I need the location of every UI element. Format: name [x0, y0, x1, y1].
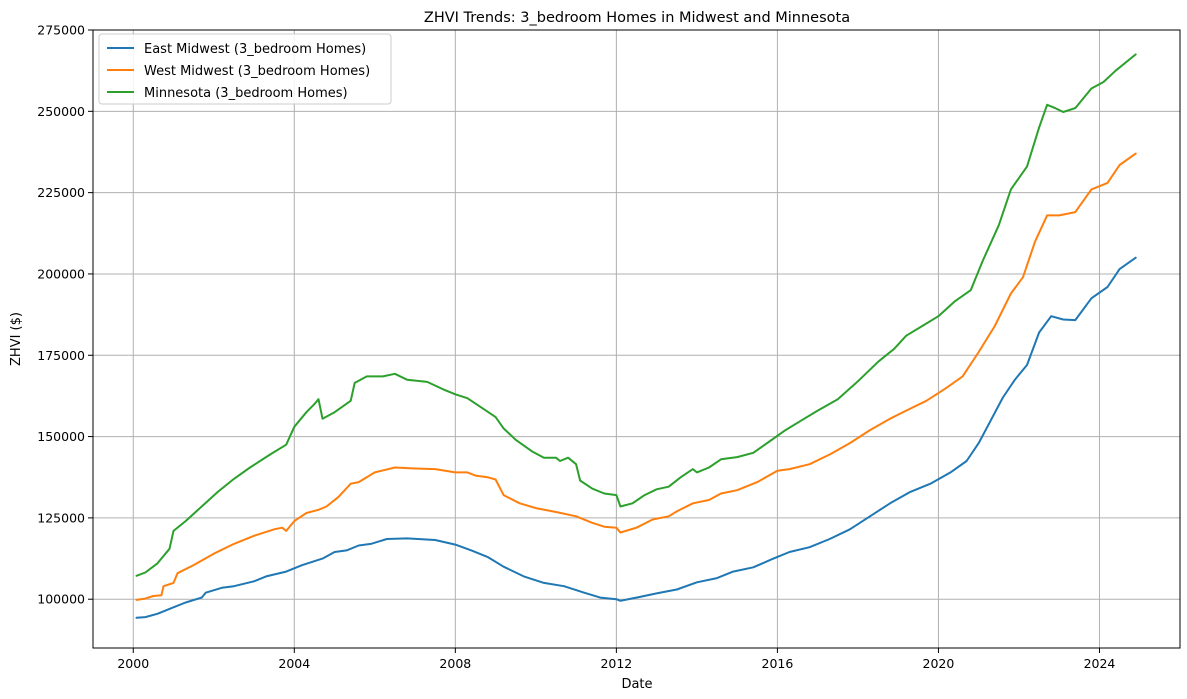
y-tick-label: 275000 — [37, 23, 85, 38]
legend-label-minnesota: Minnesota (3_bedroom Homes) — [144, 86, 348, 101]
x-tick-label: 2000 — [117, 656, 149, 671]
series-line-west-midwest — [135, 152, 1137, 601]
plot-lines — [135, 53, 1137, 619]
axis-ticks: 2000 2004 2008 2012 2016 2020 2024 100000 125000… — [37, 23, 1115, 672]
y-tick-label: 125000 — [37, 510, 85, 525]
legend-label-west-midwest: West Midwest (3_bedroom Homes) — [144, 64, 370, 79]
y-tick-label: 150000 — [37, 429, 85, 444]
y-tick-label: 175000 — [37, 348, 85, 363]
y-tick-label: 225000 — [37, 185, 85, 200]
x-tick-label: 2012 — [600, 656, 632, 671]
x-tick-label: 2004 — [278, 656, 310, 671]
x-tick-label: 2008 — [439, 656, 471, 671]
legend: East Midwest (3_bedroom Homes) West Midw… — [98, 33, 392, 105]
legend-box — [98, 33, 392, 105]
chart-title: ZHVI Trends: 3_bedroom Homes in Midwest … — [424, 10, 850, 26]
x-axis-label: Date — [621, 677, 652, 692]
series-line-minnesota — [135, 53, 1137, 577]
x-tick-label: 2024 — [1084, 656, 1116, 671]
series-line-east-midwest — [135, 256, 1137, 619]
y-tick-label: 200000 — [37, 266, 85, 281]
plot-frame — [92, 29, 1181, 649]
x-tick-label: 2020 — [923, 656, 955, 671]
grid — [93, 29, 1180, 648]
y-tick-label: 250000 — [37, 104, 85, 119]
y-axis-label: ZHVI ($) — [9, 312, 24, 366]
legend-label-east-midwest: East Midwest (3_bedroom Homes) — [144, 42, 366, 57]
y-tick-label: 100000 — [37, 592, 85, 607]
x-tick-label: 2016 — [762, 656, 794, 671]
